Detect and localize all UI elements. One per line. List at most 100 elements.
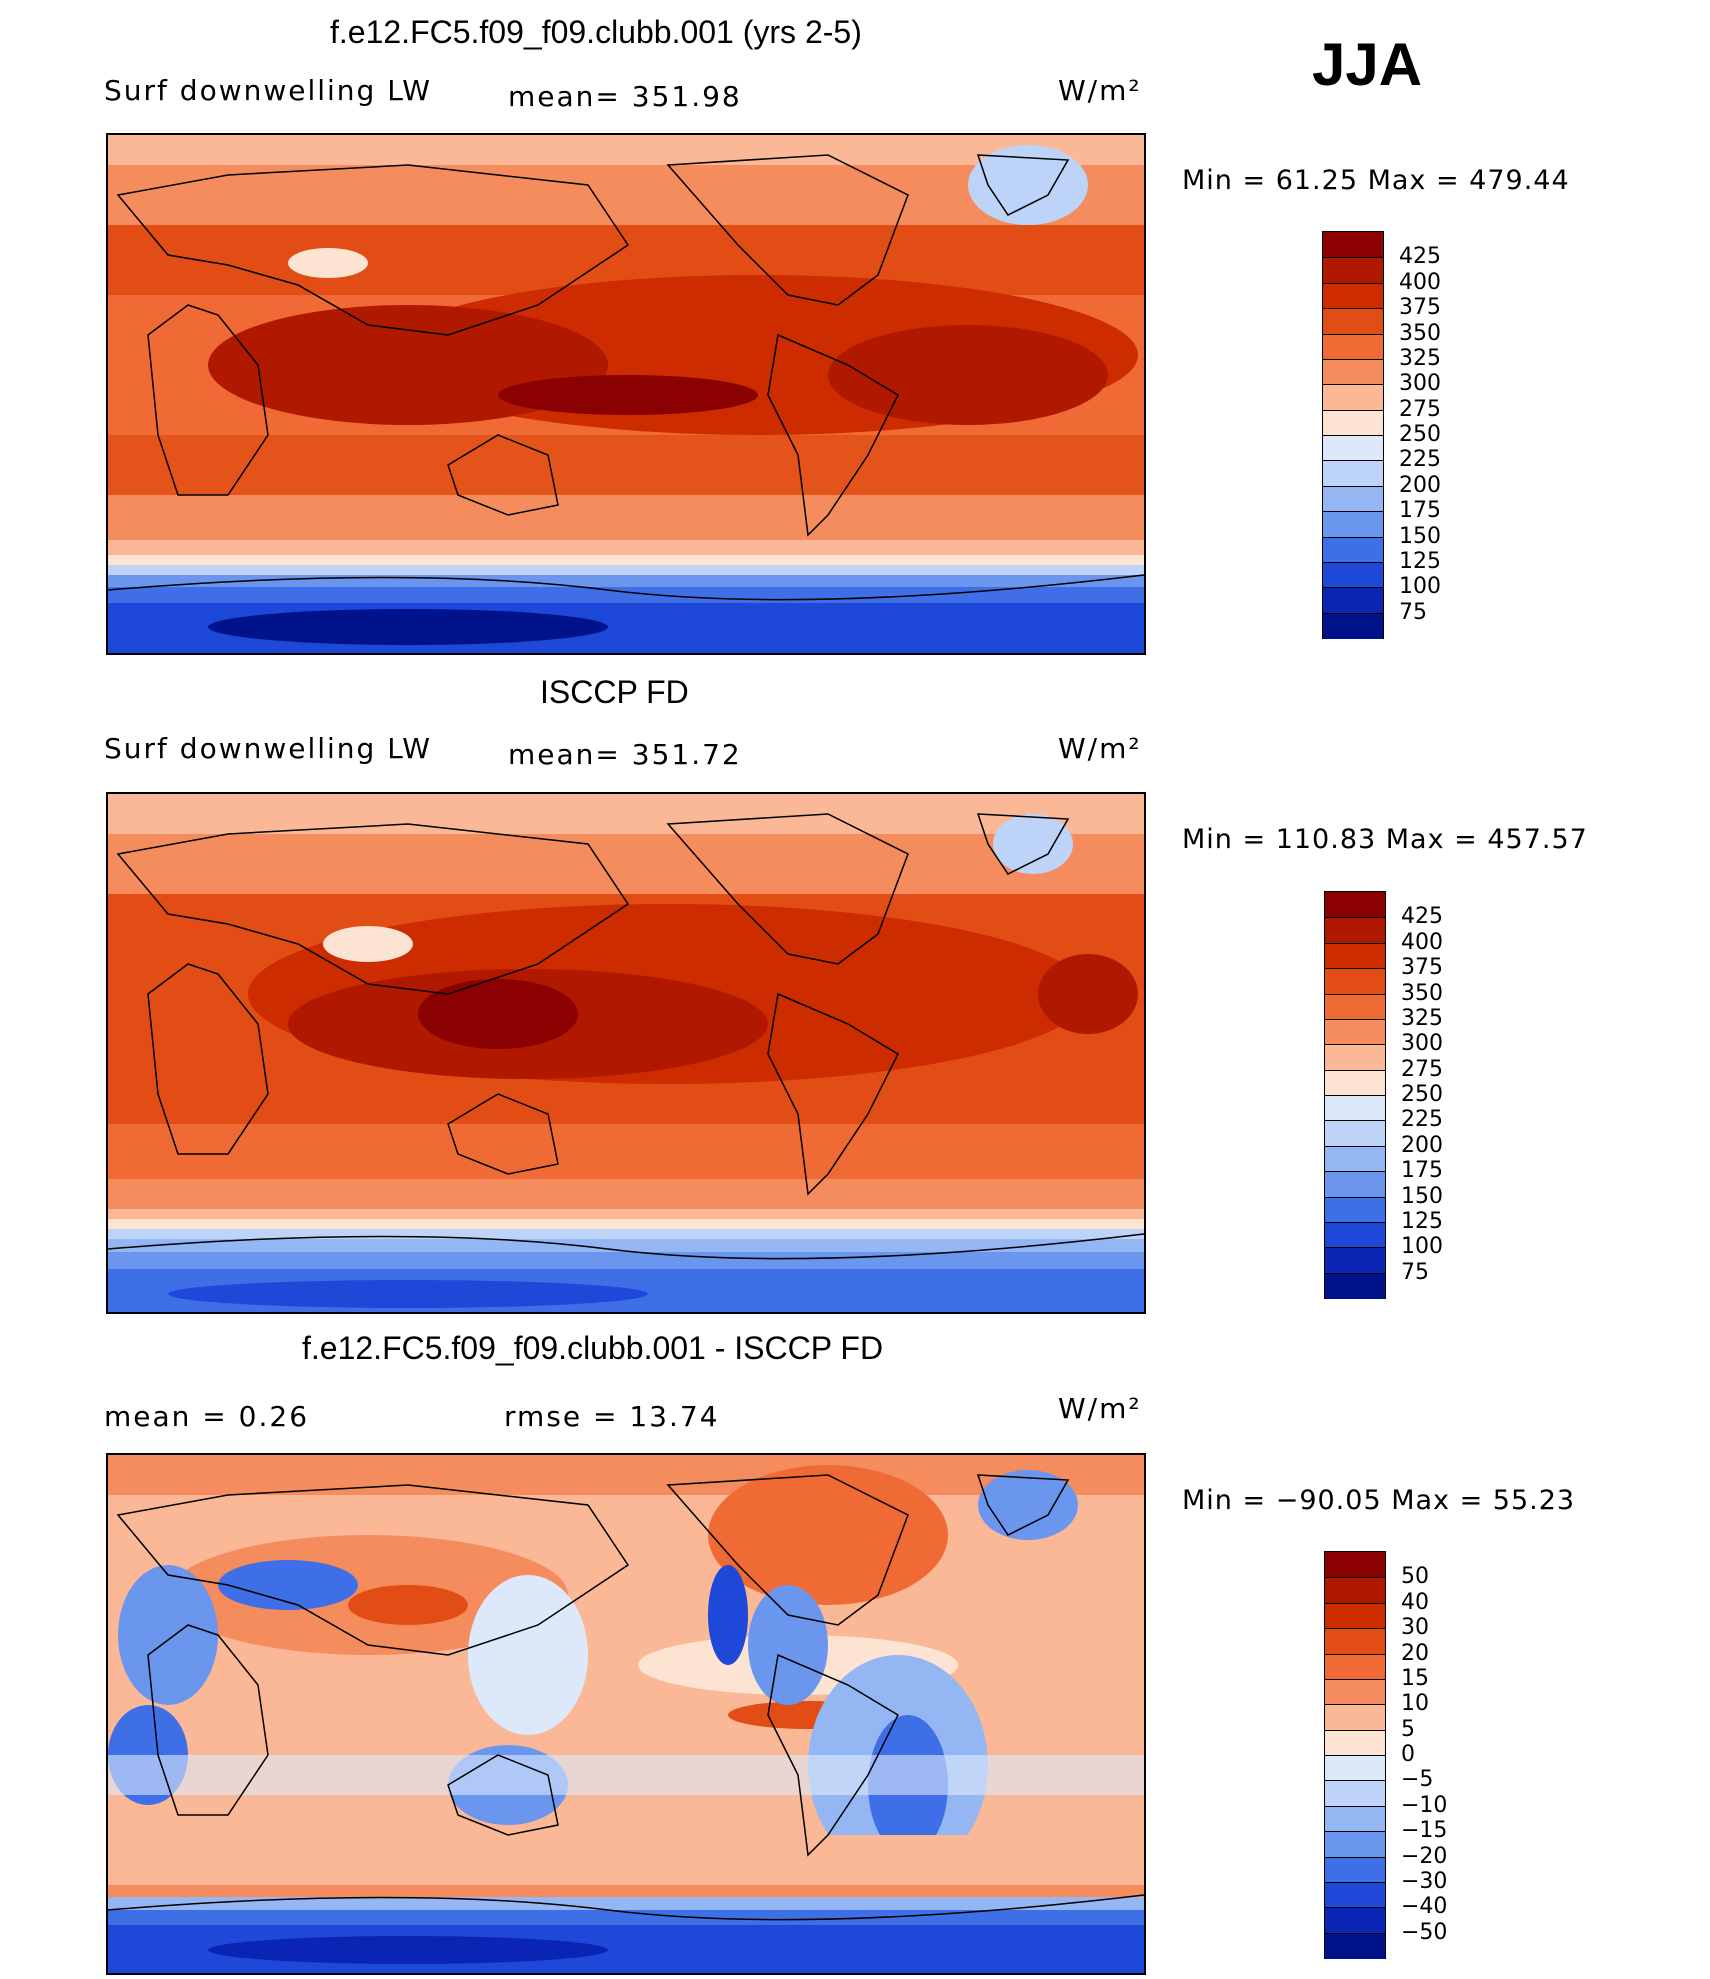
colorbar-label: 100 xyxy=(1401,1234,1443,1260)
panel-2-title: ISCCP FD xyxy=(540,674,689,710)
colorbar-box xyxy=(1325,1932,1385,1959)
colorbar-label: 100 xyxy=(1399,574,1441,600)
colorbar-label: 375 xyxy=(1399,295,1441,321)
colorbar-box xyxy=(1325,942,1385,970)
colorbar-label: 325 xyxy=(1399,345,1441,371)
colorbar-label: 15 xyxy=(1401,1665,1429,1691)
colorbar-label: −5 xyxy=(1401,1767,1434,1793)
colorbar-box xyxy=(1323,384,1383,411)
colorbar-box xyxy=(1325,1780,1385,1807)
colorbar-box xyxy=(1325,1095,1385,1122)
colorbar-box xyxy=(1325,1171,1385,1198)
colorbar-label: 250 xyxy=(1401,1082,1443,1107)
colorbar-box xyxy=(1323,409,1383,436)
colorbar-label: 250 xyxy=(1399,422,1441,447)
colorbar-label: 10 xyxy=(1401,1691,1429,1717)
colorbar-box xyxy=(1325,1678,1385,1706)
colorbar-label: 175 xyxy=(1401,1158,1443,1184)
colorbar-label: 5 xyxy=(1401,1716,1415,1742)
colorbar-box xyxy=(1325,1805,1385,1833)
colorbar-label: −40 xyxy=(1401,1894,1448,1920)
colorbar-label: −15 xyxy=(1401,1818,1448,1844)
colorbar-label: 125 xyxy=(1401,1208,1443,1234)
colorbar-label: −50 xyxy=(1401,1919,1448,1945)
panel-3-minmax: Min = −90.05 Max = 55.23 xyxy=(1182,1485,1576,1516)
colorbar-box xyxy=(1323,333,1383,360)
panel-1-units: W/m² xyxy=(1058,74,1142,107)
colorbar-box xyxy=(1325,1272,1385,1299)
panel-1-mean-label: mean= 351.98 xyxy=(508,80,742,113)
colorbar-label: 300 xyxy=(1399,371,1441,397)
colorbar-label: 150 xyxy=(1401,1183,1443,1209)
panel-1-title: f.e12.FC5.f09_f09.clubb.001 (yrs 2-5) xyxy=(330,14,862,50)
colorbar-box xyxy=(1325,1653,1385,1680)
colorbar-box xyxy=(1323,282,1383,310)
colorbar-label: 375 xyxy=(1401,955,1443,981)
colorbar-label: 325 xyxy=(1401,1005,1443,1031)
panel-3-rmse-label: rmse = 13.74 xyxy=(504,1400,720,1433)
colorbar-label: 200 xyxy=(1399,472,1441,498)
panel-1-colorbar: 425 400 375 350 325 300 275 250 225 200 175 150 125 1… xyxy=(1322,231,1441,639)
colorbar-label: 350 xyxy=(1399,320,1441,346)
colorbar-box xyxy=(1325,1120,1385,1147)
colorbar-label: 75 xyxy=(1401,1259,1429,1285)
colorbar-label: 50 xyxy=(1401,1564,1429,1590)
colorbar-box xyxy=(1325,1221,1385,1249)
colorbar-box xyxy=(1325,1602,1385,1630)
colorbar-label: 200 xyxy=(1401,1132,1443,1158)
season-label: JJA xyxy=(1312,31,1423,98)
colorbar-label: 175 xyxy=(1399,498,1441,524)
panel-2-map xyxy=(106,792,1146,1314)
colorbar-box xyxy=(1323,232,1383,258)
colorbar-label: 275 xyxy=(1399,396,1441,422)
colorbar-box xyxy=(1325,1044,1385,1071)
colorbar-label: 275 xyxy=(1401,1056,1443,1082)
panel-3-map xyxy=(106,1453,1146,1975)
colorbar-box xyxy=(1323,358,1383,386)
colorbar-label: 0 xyxy=(1401,1742,1415,1767)
colorbar-box xyxy=(1323,587,1383,614)
colorbar-label: 350 xyxy=(1401,980,1443,1006)
colorbar-box xyxy=(1323,511,1383,538)
colorbar-box xyxy=(1325,892,1385,918)
colorbar-label: 125 xyxy=(1399,548,1441,574)
panel-2-mean-label: mean= 351.72 xyxy=(508,738,742,771)
panel-1-minmax: Min = 61.25 Max = 479.44 xyxy=(1182,165,1570,196)
panel-2-minmax: Min = 110.83 Max = 457.57 xyxy=(1182,824,1588,855)
colorbar-label: −10 xyxy=(1401,1792,1448,1818)
colorbar-box xyxy=(1325,1247,1385,1274)
panel-2-units: W/m² xyxy=(1058,732,1142,765)
panel-2-colorbar: 425 400 375 350 325 300 275 250 225 200 175 150 125 1… xyxy=(1324,891,1443,1299)
colorbar-box xyxy=(1325,1881,1385,1909)
colorbar-box xyxy=(1325,1145,1385,1173)
colorbar-box xyxy=(1325,1196,1385,1223)
panel-3-title: f.e12.FC5.f09_f09.clubb.001 - ISCCP FD xyxy=(302,1330,884,1366)
panel-3-units: W/m² xyxy=(1058,1392,1142,1425)
colorbar-label: 30 xyxy=(1401,1615,1429,1641)
colorbar-box xyxy=(1325,1755,1385,1782)
colorbar-box xyxy=(1323,612,1383,639)
colorbar-label: 400 xyxy=(1401,929,1443,955)
colorbar-label: −30 xyxy=(1401,1868,1448,1894)
colorbar-label: 225 xyxy=(1399,447,1441,473)
panel-1-variable-label: Surf downwelling LW xyxy=(104,74,432,107)
colorbar-box xyxy=(1325,1907,1385,1934)
colorbar-box xyxy=(1323,485,1383,513)
colorbar-box xyxy=(1323,561,1383,589)
colorbar-box xyxy=(1325,1018,1385,1046)
colorbar-label: 150 xyxy=(1399,523,1441,549)
colorbar-label: 425 xyxy=(1399,244,1441,270)
panel-3-colorbar: 50 40 30 20 15 10 5 0 −5 −10 −15 −20 −30 −40 −50 xyxy=(1324,1551,1447,1959)
panel-1-map xyxy=(106,133,1146,655)
colorbar-label: −20 xyxy=(1401,1843,1448,1869)
colorbar-box xyxy=(1325,968,1385,995)
colorbar-box xyxy=(1323,460,1383,487)
colorbar-box xyxy=(1323,257,1383,284)
colorbar-label: 425 xyxy=(1401,904,1443,930)
colorbar-box xyxy=(1325,1069,1385,1096)
colorbar-box xyxy=(1325,1577,1385,1604)
panel-3-mean-label: mean = 0.26 xyxy=(104,1400,310,1433)
panel-2-variable-label: Surf downwelling LW xyxy=(104,732,432,765)
colorbar-label: 40 xyxy=(1401,1589,1429,1615)
colorbar-label: 400 xyxy=(1399,269,1441,295)
